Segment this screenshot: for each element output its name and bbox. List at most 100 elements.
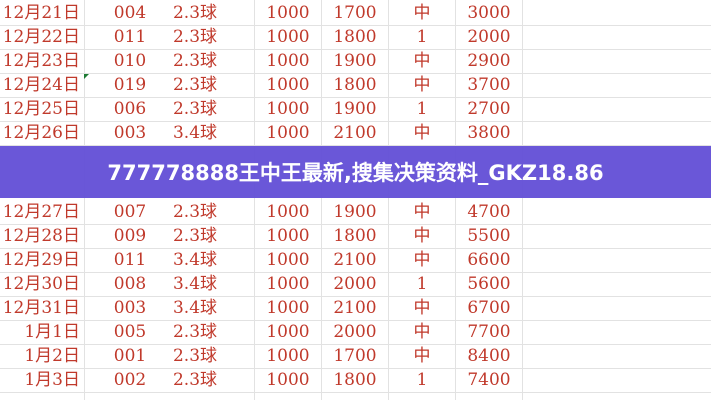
cell-date[interactable]: 1月2日 — [24, 346, 80, 366]
cell-date[interactable]: 12月28日 — [2, 226, 80, 246]
cell-date[interactable]: 12月21日 — [2, 3, 80, 23]
table-row: 1月1日 005 2.3球 1000 2000 中 7700 — [0, 320, 711, 345]
cell-total[interactable]: 6700 — [467, 298, 511, 318]
cell-result[interactable]: 中 — [413, 298, 431, 318]
cell-total[interactable]: 3000 — [467, 3, 511, 23]
cell-total[interactable]: 7400 — [467, 370, 511, 390]
cell-ret[interactable]: 1700 — [333, 346, 377, 366]
cell-date[interactable]: 12月26日 — [2, 123, 80, 143]
cell-ball[interactable]: 2.3球 — [172, 202, 218, 222]
cell-bet[interactable]: 1000 — [266, 27, 310, 47]
cell-code[interactable]: 019 — [113, 75, 147, 95]
cell-date[interactable]: 1月1日 — [24, 322, 80, 342]
cell-ball[interactable]: 2.3球 — [172, 51, 218, 71]
cell-ball[interactable]: 2.3球 — [172, 3, 218, 23]
cell-date[interactable]: 12月24日 — [2, 75, 80, 95]
cell-ball[interactable]: 2.3球 — [172, 226, 218, 246]
cell-ball[interactable]: 2.3球 — [172, 75, 218, 95]
cell-code[interactable]: 003 — [113, 123, 147, 143]
cell-result[interactable]: 中 — [413, 226, 431, 246]
cell-date[interactable]: 12月29日 — [2, 250, 80, 270]
cell-ball[interactable]: 3.4球 — [172, 123, 218, 143]
cell-bet[interactable]: 1000 — [266, 274, 310, 294]
cell-bet[interactable]: 1000 — [266, 75, 310, 95]
cell-bet[interactable]: 1000 — [266, 3, 310, 23]
cell-bet[interactable]: 1000 — [266, 99, 310, 119]
cell-result[interactable]: 中 — [413, 75, 431, 95]
cell-bet[interactable]: 1000 — [266, 370, 310, 390]
cell-code[interactable]: 009 — [113, 226, 147, 246]
cell-code[interactable]: 010 — [113, 51, 147, 71]
cell-ret[interactable]: 2100 — [333, 298, 377, 318]
cell-total[interactable]: 8400 — [467, 346, 511, 366]
cell-ball[interactable]: 2.3球 — [172, 346, 218, 366]
table-row: 12月22日 011 2.3球 1000 1800 1 2000 — [0, 25, 711, 50]
cell-result[interactable]: 中 — [413, 202, 431, 222]
cell-bet[interactable]: 1000 — [266, 346, 310, 366]
cell-bet[interactable]: 1000 — [266, 322, 310, 342]
cell-ret[interactable]: 1900 — [333, 99, 377, 119]
cell-ball[interactable]: 2.3球 — [172, 322, 218, 342]
cell-total[interactable]: 2700 — [467, 99, 511, 119]
cell-total[interactable]: 3700 — [467, 75, 511, 95]
cell-result[interactable]: 1 — [416, 99, 428, 119]
cell-date[interactable]: 12月23日 — [2, 51, 80, 71]
cell-result[interactable]: 中 — [413, 3, 431, 23]
cell-total[interactable]: 2900 — [467, 51, 511, 71]
cell-result[interactable]: 中 — [413, 322, 431, 342]
cell-code[interactable]: 004 — [113, 3, 147, 23]
cell-total[interactable]: 7700 — [467, 322, 511, 342]
cell-code[interactable]: 007 — [113, 202, 147, 222]
cell-bet[interactable]: 1000 — [266, 250, 310, 270]
cell-ret[interactable]: 1900 — [333, 202, 377, 222]
cell-result[interactable]: 中 — [413, 51, 431, 71]
cell-bet[interactable]: 1000 — [266, 51, 310, 71]
cell-ret[interactable]: 1700 — [333, 3, 377, 23]
cell-date[interactable]: 12月30日 — [2, 274, 80, 294]
cell-result[interactable]: 中 — [413, 123, 431, 143]
cell-ret[interactable]: 1800 — [333, 370, 377, 390]
cell-total[interactable]: 5500 — [467, 226, 511, 246]
cell-ret[interactable]: 2000 — [333, 274, 377, 294]
cell-date[interactable]: 12月22日 — [2, 27, 80, 47]
cell-code[interactable]: 011 — [113, 27, 147, 47]
cell-ret[interactable]: 1800 — [333, 75, 377, 95]
cell-ball[interactable]: 2.3球 — [172, 370, 218, 390]
cell-date[interactable]: 12月31日 — [2, 298, 80, 318]
cell-ret[interactable]: 1900 — [333, 51, 377, 71]
cell-ball[interactable]: 3.4球 — [172, 298, 218, 318]
cell-bet[interactable]: 1000 — [266, 226, 310, 246]
cell-ret[interactable]: 2100 — [333, 250, 377, 270]
cell-ret[interactable]: 2000 — [333, 322, 377, 342]
cell-ret[interactable]: 1800 — [333, 226, 377, 246]
cell-bet[interactable]: 1000 — [266, 123, 310, 143]
cell-ret[interactable]: 1800 — [333, 27, 377, 47]
cell-total[interactable]: 3800 — [467, 123, 511, 143]
cell-total[interactable]: 2000 — [467, 27, 511, 47]
cell-total[interactable]: 4700 — [467, 202, 511, 222]
cell-ball[interactable]: 2.3球 — [172, 27, 218, 47]
cell-ball[interactable]: 2.3球 — [172, 99, 218, 119]
cell-ball[interactable]: 3.4球 — [172, 250, 218, 270]
cell-result[interactable]: 中 — [413, 250, 431, 270]
cell-code[interactable]: 003 — [113, 298, 147, 318]
cell-code[interactable]: 011 — [113, 250, 147, 270]
cell-bet[interactable]: 1000 — [266, 202, 310, 222]
cell-result[interactable]: 1 — [416, 274, 428, 294]
cell-result[interactable]: 1 — [416, 370, 428, 390]
cell-result[interactable]: 1 — [416, 27, 428, 47]
cell-ball[interactable]: 3.4球 — [172, 274, 218, 294]
cell-bet[interactable]: 1000 — [266, 298, 310, 318]
cell-code[interactable]: 001 — [113, 346, 147, 366]
cell-code[interactable]: 005 — [113, 322, 147, 342]
cell-date[interactable]: 1月3日 — [24, 370, 80, 390]
cell-date[interactable]: 12月25日 — [2, 99, 80, 119]
cell-code[interactable]: 002 — [113, 370, 147, 390]
cell-code[interactable]: 006 — [113, 99, 147, 119]
cell-total[interactable]: 5600 — [467, 274, 511, 294]
cell-result[interactable]: 中 — [413, 346, 431, 366]
cell-date[interactable]: 12月27日 — [2, 202, 80, 222]
cell-ret[interactable]: 2100 — [333, 123, 377, 143]
cell-total[interactable]: 6600 — [467, 250, 511, 270]
cell-code[interactable]: 008 — [113, 274, 147, 294]
